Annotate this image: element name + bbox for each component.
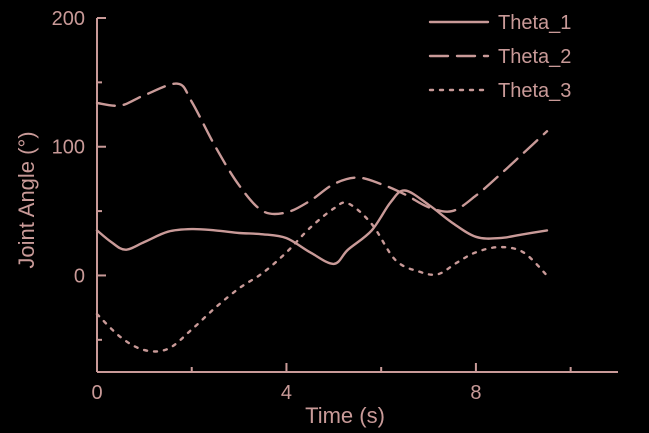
- y-tick-label: 100: [52, 137, 85, 159]
- axes: 0 100 200 0 4 8: [52, 8, 618, 404]
- y-axis-label: Joint Angle (°): [14, 131, 39, 268]
- y-tick-label: 200: [52, 8, 85, 30]
- x-tick-label: 4: [281, 382, 292, 404]
- x-tick-label: 0: [91, 382, 102, 404]
- legend-label-theta_1: Theta_1: [498, 12, 571, 34]
- legend: Theta_1 Theta_2 Theta_3: [428, 12, 571, 102]
- series-layer: [95, 82, 549, 353]
- legend-label-theta_2: Theta_2: [498, 46, 571, 68]
- series-line-theta_2: [95, 82, 549, 216]
- series-line-theta_3: [95, 201, 549, 353]
- x-axis-label: Time (s): [305, 403, 385, 428]
- series-line-theta_1: [95, 189, 549, 266]
- x-tick-label: 8: [470, 382, 481, 404]
- legend-label-theta_3: Theta_3: [498, 80, 571, 102]
- y-tick-label: 0: [74, 265, 85, 287]
